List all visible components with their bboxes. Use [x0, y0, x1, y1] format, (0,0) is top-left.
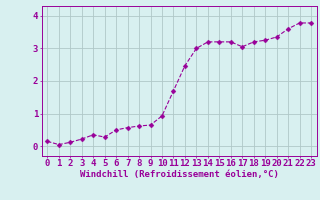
X-axis label: Windchill (Refroidissement éolien,°C): Windchill (Refroidissement éolien,°C) [80, 170, 279, 179]
